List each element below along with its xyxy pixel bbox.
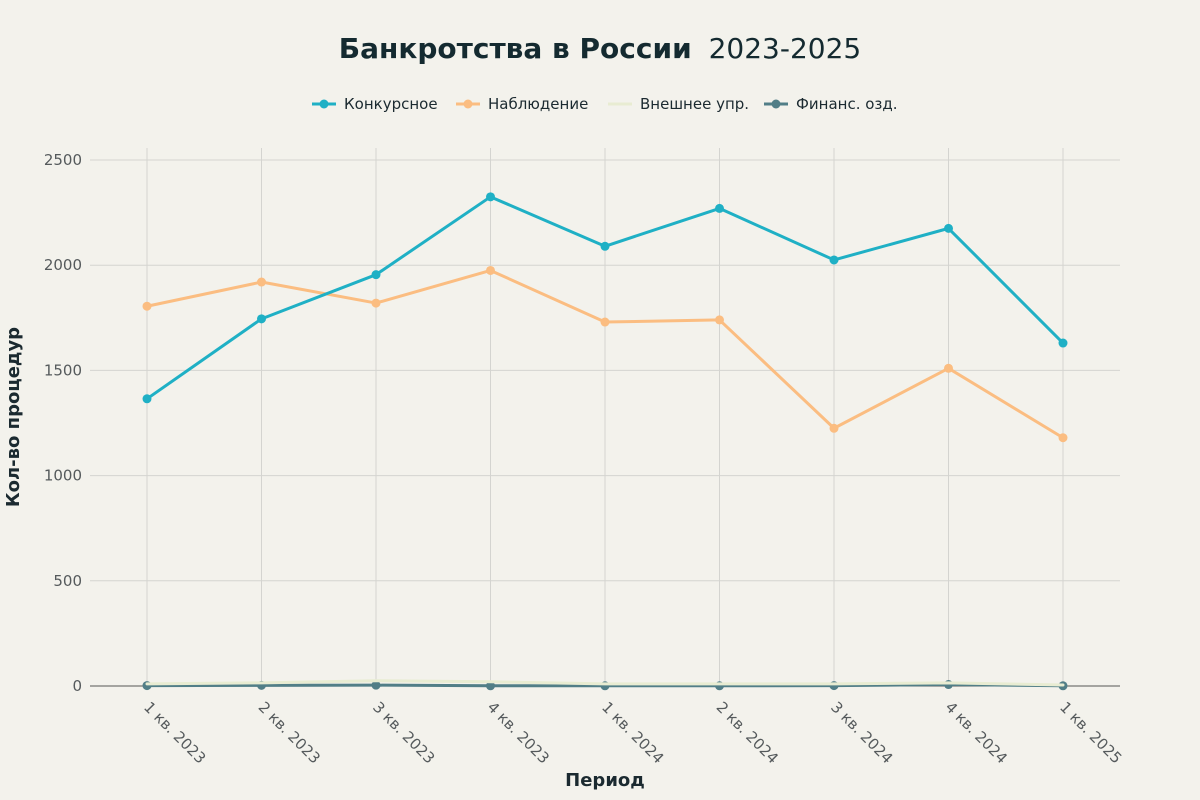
legend: Конкурсное Наблюдение Внешнее упр. Финанс. … (312, 95, 898, 113)
data-point (257, 314, 266, 324)
y-tick-label: 2500 (44, 151, 82, 169)
data-point (371, 298, 381, 308)
chart-title-period: 2023-2025 (709, 32, 862, 65)
data-point (715, 203, 724, 213)
data-point (486, 681, 495, 691)
y-tick-label: 0 (72, 677, 82, 695)
x-tick-label: 4 кв. 2023 (484, 698, 553, 767)
data-point (715, 315, 724, 325)
x-tick-label: 3 кв. 2023 (369, 698, 438, 767)
chart-title: Банкротства в России 2023-2025 (339, 32, 861, 65)
x-tick-label: 3 кв. 2024 (827, 698, 896, 767)
data-point (257, 277, 266, 287)
x-tick-label: 4 кв. 2024 (942, 698, 1011, 767)
legend-item[interactable]: Внешнее упр. (608, 95, 749, 113)
data-point (944, 363, 953, 373)
data-point (371, 680, 381, 690)
legend-item[interactable]: Финанс. озд. (764, 95, 898, 113)
data-point (142, 301, 152, 311)
y-axis-title: Кол-во процедур (3, 327, 24, 507)
data-point (486, 265, 495, 275)
legend-item[interactable]: Наблюдение (456, 95, 588, 113)
y-tick-label: 500 (53, 572, 82, 590)
series-line (145, 679, 1065, 687)
data-point (1058, 338, 1068, 348)
y-tick-label: 2000 (44, 256, 82, 274)
legend-item[interactable]: Конкурсное (312, 95, 438, 113)
data-point (600, 241, 610, 251)
legend-marker (463, 99, 473, 109)
x-tick-label: 1 кв. 2025 (1056, 698, 1125, 767)
legend-marker (319, 99, 329, 109)
data-point (142, 394, 152, 404)
grid (90, 148, 1120, 686)
data-point (944, 223, 953, 233)
y-tick-label: 1500 (44, 361, 82, 379)
data-point (1058, 433, 1068, 443)
x-tick-label: 2 кв. 2024 (713, 698, 782, 767)
x-axis-title: Период (565, 770, 645, 791)
series-layer (142, 192, 1068, 691)
y-tick-label: 1000 (44, 467, 82, 485)
data-point (829, 423, 839, 433)
x-tick-label: 1 кв. 2024 (598, 698, 667, 767)
chart-title-main: Банкротства в России (339, 32, 692, 65)
data-point (486, 192, 495, 202)
legend-label: Финанс. озд. (796, 95, 898, 113)
data-point (829, 255, 839, 265)
series-2 (142, 265, 1068, 443)
data-point (600, 317, 610, 327)
x-tick-label: 2 кв. 2023 (255, 698, 324, 767)
data-point (371, 270, 381, 280)
legend-label: Конкурсное (344, 95, 438, 113)
legend-label: Внешнее упр. (640, 95, 749, 113)
legend-label: Наблюдение (488, 95, 588, 113)
legend-marker (771, 99, 781, 109)
series-1 (142, 192, 1068, 404)
series-3 (145, 679, 1065, 687)
x-tick-label: 1 кв. 2023 (140, 698, 209, 767)
